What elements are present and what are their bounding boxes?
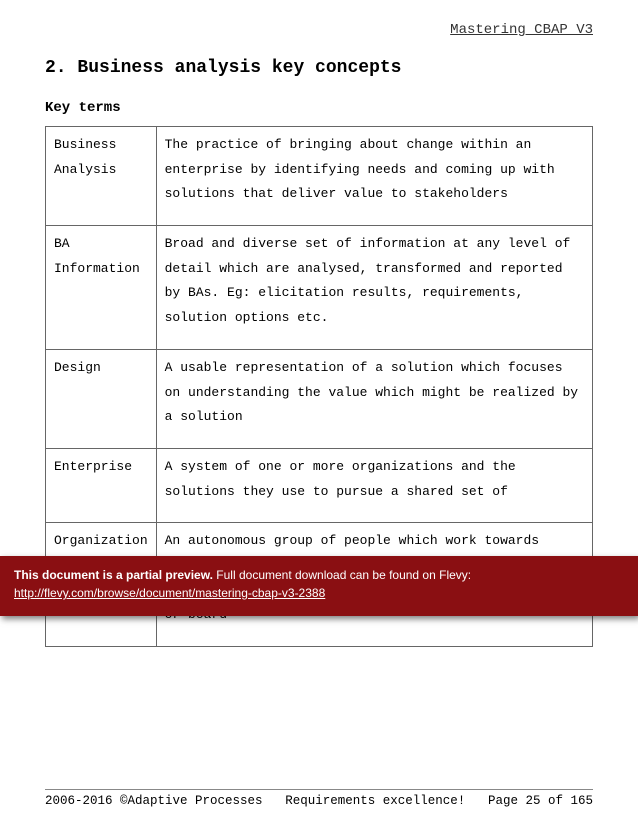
section-number: 2. xyxy=(45,58,67,78)
definition-cell: The practice of bringing about change wi… xyxy=(156,127,592,226)
table-row: Business Analysis The practice of bringi… xyxy=(46,127,593,226)
footer-right: Page 25 of 165 xyxy=(488,794,593,808)
subsection-title: Key terms xyxy=(45,100,593,116)
preview-banner: This document is a partial preview. Full… xyxy=(0,556,638,616)
term-cell: Business Analysis xyxy=(46,127,157,226)
term-cell: Design xyxy=(46,349,157,448)
banner-link[interactable]: http://flevy.com/browse/document/masteri… xyxy=(14,586,325,600)
banner-lead: This document is a partial preview. xyxy=(14,568,213,582)
table-row: BA Information Broad and diverse set of … xyxy=(46,226,593,350)
section-title: 2. Business analysis key concepts xyxy=(45,58,593,78)
page: Mastering CBAP V3 2. Business analysis k… xyxy=(0,0,638,826)
banner-rest: Full document download can be found on F… xyxy=(216,568,471,582)
footer-center: Requirements excellence! xyxy=(285,794,465,808)
term-cell: BA Information xyxy=(46,226,157,350)
page-footer: 2006-2016 ©Adaptive Processes Requiremen… xyxy=(45,789,593,808)
running-header: Mastering CBAP V3 xyxy=(45,22,593,38)
table-row: Enterprise A system of one or more organ… xyxy=(46,448,593,522)
footer-left: 2006-2016 ©Adaptive Processes xyxy=(45,794,263,808)
term-cell: Enterprise xyxy=(46,448,157,522)
table-row: Design A usable representation of a solu… xyxy=(46,349,593,448)
definition-cell: Broad and diverse set of information at … xyxy=(156,226,592,350)
definition-cell: A usable representation of a solution wh… xyxy=(156,349,592,448)
section-heading: Business analysis key concepts xyxy=(77,58,401,78)
definition-cell: A system of one or more organizations an… xyxy=(156,448,592,522)
